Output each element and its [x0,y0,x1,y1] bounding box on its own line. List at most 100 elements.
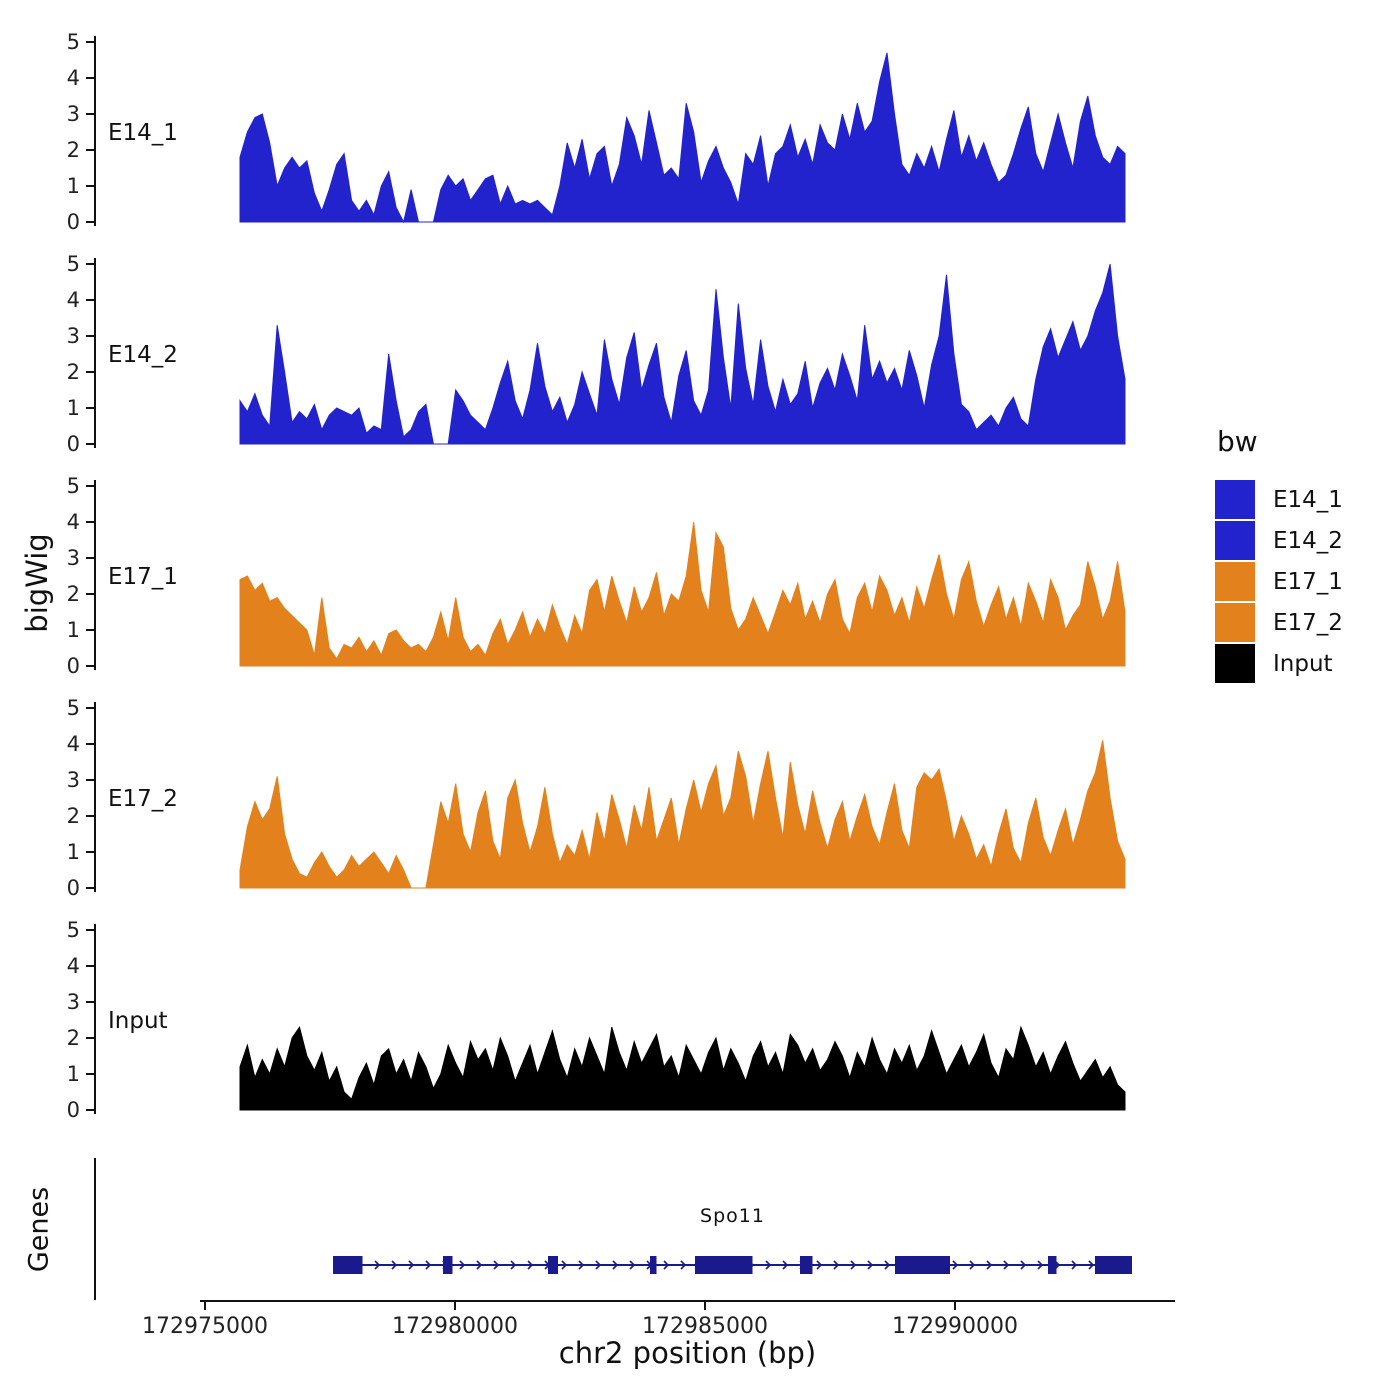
legend-swatch [1215,480,1255,519]
y-tick-label: 4 [66,954,80,978]
track-label: E14_1 [108,120,178,146]
y-tick-label: 1 [66,840,80,864]
legend-item-E17_1: E17_1 [1215,562,1343,601]
y-tick [86,743,95,745]
legend-item-E14_2: E14_2 [1215,521,1343,560]
y-tick-label: 3 [66,324,80,348]
legend-label: Input [1273,650,1333,677]
y-axis-line [94,480,96,670]
legend-swatch [1215,603,1255,642]
y-tick-label: 1 [66,1062,80,1086]
y-tick [86,443,95,445]
y-tick-label: 0 [66,654,80,678]
exon-rect [895,1256,950,1274]
y-tick [86,77,95,79]
legend-label: E17_2 [1273,609,1343,636]
legend-title: bw [1217,425,1258,458]
y-tick-label: 0 [66,432,80,456]
y-axis-line [94,36,96,226]
track-label: E14_2 [108,342,178,368]
y-tick-label: 2 [66,804,80,828]
y-tick [86,407,95,409]
track-area-E14_1 [239,52,1126,224]
x-tick [454,1302,456,1310]
x-axis-line [200,1300,1175,1302]
exon-rect [333,1256,363,1274]
y-tick-label: 3 [66,546,80,570]
legend-label: E14_1 [1273,486,1343,513]
y-tick [86,299,95,301]
y-tick-label: 4 [66,288,80,312]
y-tick-label: 5 [66,474,80,498]
track-panel-E14_2: 0 1 2 3 4 5 E14_2 [0,252,1400,456]
y-tick-label: 0 [66,210,80,234]
y-tick-label: 0 [66,876,80,900]
y-tick-label: 5 [66,30,80,54]
y-tick [86,149,95,151]
y-tick-label: 4 [66,510,80,534]
y-tick-label: 5 [66,252,80,276]
x-tick [954,1302,956,1310]
exon-rect [650,1256,657,1274]
y-tick-label: 3 [66,768,80,792]
y-tick [86,779,95,781]
y-tick [86,629,95,631]
genes-panel: Spo11 [0,1158,1400,1303]
y-tick-label: 2 [66,138,80,162]
y-tick-label: 4 [66,66,80,90]
y-tick [86,185,95,187]
track-label: E17_2 [108,786,178,812]
track-label: E17_1 [108,564,178,590]
y-tick-label: 0 [66,1098,80,1122]
y-tick-label: 5 [66,918,80,942]
y-tick [86,1109,95,1111]
legend-item-E14_1: E14_1 [1215,480,1343,519]
y-tick [86,371,95,373]
x-tick-label: 172990000 [892,1314,1018,1339]
exon-rect [1095,1256,1132,1274]
y-tick-label: 1 [66,174,80,198]
y-tick [86,593,95,595]
y-tick [86,851,95,853]
y-axis-line [94,924,96,1114]
legend-label: E17_1 [1273,568,1343,595]
gene-name: Spo11 [700,1205,765,1227]
y-tick [86,521,95,523]
y-tick-label: 2 [66,582,80,606]
track-area-Input [239,1025,1126,1111]
y-tick-label: 1 [66,618,80,642]
y-tick [86,1073,95,1075]
x-tick-label: 172975000 [142,1314,268,1339]
x-axis: 172975000 172980000 172985000 172990000 [0,1300,1400,1360]
y-tick [86,707,95,709]
legend: bw E14_1 E14_2 E17_1 E17_2 Input [1215,425,1343,685]
y-tick [86,113,95,115]
y-axis-line [94,702,96,892]
legend-label: E14_2 [1273,527,1343,554]
y-tick [86,41,95,43]
y-tick [86,221,95,223]
legend-swatch [1215,644,1255,683]
y-tick-label: 5 [66,696,80,720]
exon-rect [695,1256,753,1274]
y-tick [86,965,95,967]
track-area-E14_2 [239,263,1126,445]
y-axis-line [94,258,96,448]
y-tick [86,557,95,559]
legend-swatch [1215,521,1255,560]
y-tick [86,887,95,889]
track-label: Input [108,1008,168,1034]
y-tick [86,929,95,931]
legend-item-Input: Input [1215,644,1343,683]
exon-rect [800,1256,813,1274]
y-tick [86,263,95,265]
track-area-E17_1 [239,521,1126,667]
y-tick [86,815,95,817]
track-area-E17_2 [239,740,1126,889]
y-tick-label: 2 [66,1026,80,1050]
genes-axis-line [94,1158,96,1300]
y-tick-label: 3 [66,102,80,126]
track-panel-E17_2: 0 1 2 3 4 5 E17_2 [0,696,1400,900]
track-panel-Input: 0 1 2 3 4 5 Input [0,918,1400,1122]
